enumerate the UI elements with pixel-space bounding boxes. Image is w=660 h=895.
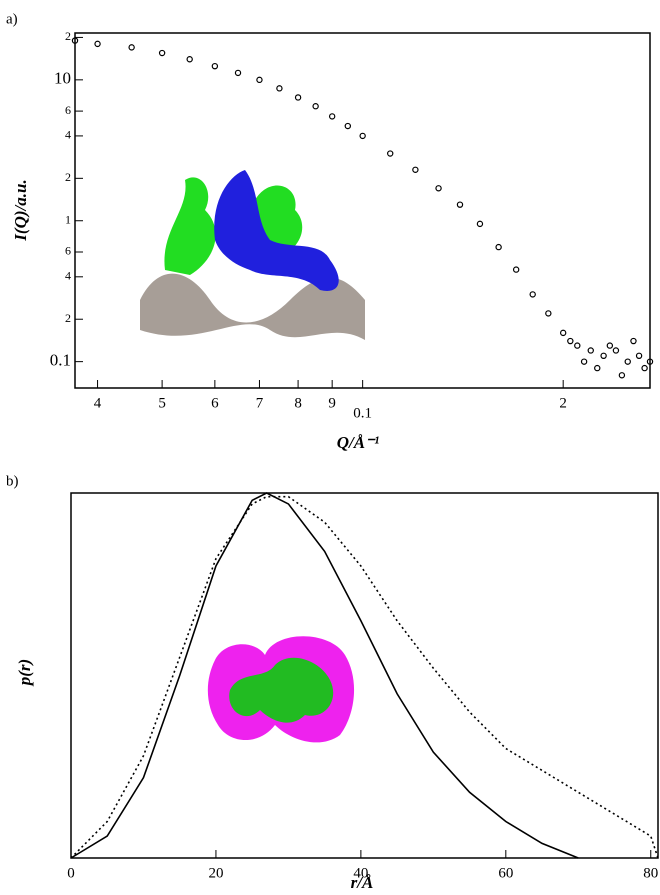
data-point — [234, 69, 242, 77]
panel-label: a) — [6, 11, 18, 27]
y-axis-title: I(Q)/a.u. — [11, 179, 30, 241]
x-tick-label: 0.1 — [353, 405, 372, 421]
y-tick-label: 1 — [65, 212, 71, 226]
x-tick-label: 2 — [559, 395, 567, 411]
y-tick-label: 6 — [65, 244, 71, 258]
series-line — [70, 492, 579, 859]
data-point — [256, 76, 263, 84]
data-point — [328, 113, 336, 120]
x-tick-label: 9 — [328, 395, 336, 411]
data-point — [529, 291, 536, 298]
helix-green — [164, 177, 216, 275]
y-tick-label: 0.1 — [50, 351, 71, 370]
x-axis-title: r/Å — [351, 873, 374, 892]
data-point — [312, 103, 319, 110]
data-point — [630, 337, 637, 345]
x-tick-label: 4 — [94, 395, 102, 411]
data-point — [600, 352, 607, 360]
data-point — [387, 150, 394, 157]
data-point — [412, 166, 419, 173]
data-point — [606, 342, 614, 349]
x-tick-label: 8 — [294, 395, 302, 411]
x-tick-label: 6 — [211, 395, 219, 411]
x-tick-label: 5 — [158, 395, 166, 411]
data-point — [624, 358, 631, 365]
x-tick-label: 7 — [256, 395, 264, 411]
data-point — [512, 266, 520, 273]
helix-blue — [214, 170, 339, 291]
dna-model — [140, 273, 365, 340]
series-line — [70, 495, 659, 859]
panel-label: b) — [6, 473, 19, 489]
data-point — [476, 220, 484, 228]
data-point — [612, 347, 620, 354]
protein-dna-inset — [140, 170, 365, 340]
plot-frame — [70, 492, 659, 859]
x-tick-label: 40 — [353, 865, 368, 881]
y-tick-label: 2 — [65, 170, 71, 184]
x-tick-label: 20 — [208, 865, 223, 881]
data-point — [128, 44, 135, 51]
y-axis-title: p(r) — [15, 659, 34, 687]
data-point — [158, 49, 166, 57]
data-point — [276, 85, 283, 92]
bead-model — [229, 657, 334, 723]
data-point — [567, 337, 574, 345]
y-tick-label: 4 — [65, 269, 71, 283]
x-tick-label: 0 — [67, 865, 75, 881]
data-point — [186, 56, 193, 63]
y-tick-label: 2 — [65, 29, 71, 43]
data-point — [594, 364, 601, 372]
plot-frame — [74, 32, 651, 389]
data-point — [635, 352, 643, 360]
y-tick-label: 10 — [54, 69, 71, 88]
data-point — [344, 122, 352, 130]
data-point — [495, 243, 502, 251]
y-tick-label: 6 — [65, 103, 71, 117]
data-point — [618, 372, 626, 379]
y-tick-label: 2 — [65, 311, 71, 325]
envelope-inset — [207, 636, 355, 743]
x-tick-label: 60 — [498, 865, 513, 881]
data-point — [359, 132, 366, 140]
data-point — [435, 185, 442, 192]
data-point — [545, 310, 552, 317]
data-point — [211, 62, 219, 70]
data-point — [574, 342, 581, 349]
x-tick-label: 80 — [643, 865, 658, 881]
y-tick-label: 4 — [65, 128, 71, 142]
data-point — [559, 329, 567, 337]
x-axis-title: Q/Å⁻¹ — [337, 433, 379, 452]
data-point — [294, 94, 302, 101]
data-point — [94, 40, 101, 48]
data-point — [456, 201, 464, 208]
data-point — [641, 364, 648, 372]
data-point — [580, 358, 588, 365]
data-point — [587, 347, 594, 354]
